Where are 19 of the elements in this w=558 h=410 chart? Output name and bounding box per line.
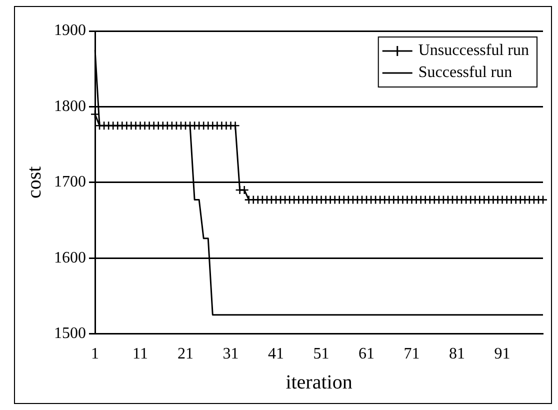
x-tick-label: 81 xyxy=(449,346,466,363)
x-tick-label: 1 xyxy=(91,346,99,363)
y-tick-label: 1700 xyxy=(54,174,86,191)
x-tick-label: 91 xyxy=(494,346,510,363)
x-axis-title: iteration xyxy=(286,371,352,394)
x-tick-label: 21 xyxy=(178,346,194,363)
y-tick-label: 1900 xyxy=(54,22,86,40)
y-axis-title: cost xyxy=(23,166,46,199)
legend-label: Successful run xyxy=(418,64,512,82)
y-tick-label: 1600 xyxy=(54,249,86,266)
y-tick-label: 1500 xyxy=(54,325,86,342)
x-tick-label: 61 xyxy=(358,346,375,363)
x-tick-label: 11 xyxy=(132,346,148,363)
x-tick-label: 71 xyxy=(404,346,420,363)
y-tick-label: 1800 xyxy=(54,98,86,115)
x-tick-label: 31 xyxy=(222,346,239,363)
legend-label: Unsuccessful run xyxy=(418,42,529,60)
x-tick-label: 41 xyxy=(268,346,284,363)
x-tick-label: 51 xyxy=(313,346,330,363)
